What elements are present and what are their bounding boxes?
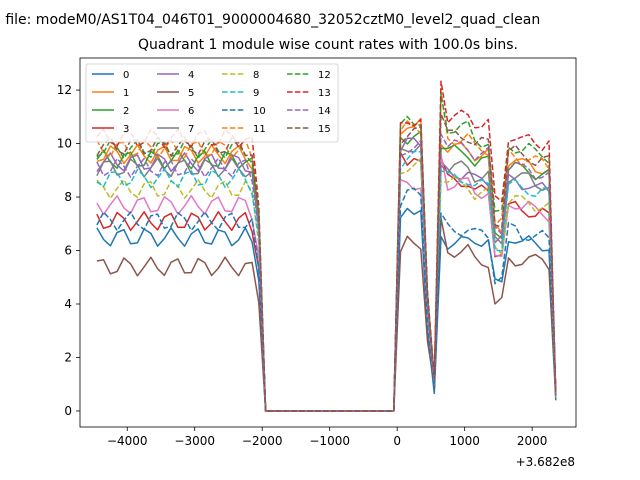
y-tick-label: 2 (64, 350, 72, 364)
legend-label-9: 9 (253, 88, 259, 99)
legend-label-7: 7 (188, 124, 194, 135)
y-tick-label: 10 (57, 137, 72, 151)
legend-label-3: 3 (123, 124, 129, 135)
y-tick-label: 0 (64, 404, 72, 418)
chart-suptitle: n file: modeM0/AS1T04_046T01_9000004680_… (0, 12, 540, 28)
legend-label-2: 2 (123, 106, 129, 117)
x-tick-label: −2000 (242, 434, 283, 448)
legend-label-8: 8 (253, 70, 259, 81)
legend-label-1: 1 (123, 88, 129, 99)
y-axis: 0 2 4 6 8 10 12 (57, 83, 80, 418)
series-layer (96, 80, 557, 412)
x-tick-label: 1000 (449, 434, 480, 448)
series-line-15 (96, 113, 557, 412)
legend-label-6: 6 (188, 106, 194, 117)
legend-label-11: 11 (253, 124, 266, 135)
x-offset-label: +3.682e8 (516, 455, 575, 469)
y-tick-label: 8 (64, 190, 72, 204)
x-tick-label: 2000 (517, 434, 548, 448)
legend-label-10: 10 (253, 106, 266, 117)
legend-label-5: 5 (188, 88, 194, 99)
legend-label-4: 4 (188, 70, 194, 81)
x-tick-label: −1000 (309, 434, 350, 448)
x-axis: −4000 −3000 −2000 −1000 0 1000 2000 (107, 427, 547, 448)
series-line-10 (96, 187, 557, 412)
legend-box (85, 63, 339, 143)
y-tick-label: 4 (64, 297, 72, 311)
y-tick-label: 6 (64, 244, 72, 258)
x-tick-label: −3000 (174, 434, 215, 448)
legend-label-12: 12 (318, 70, 331, 81)
legend-label-15: 15 (318, 124, 331, 135)
legend-label-13: 13 (318, 88, 331, 99)
legend-label-0: 0 (123, 70, 129, 81)
x-tick-label: −4000 (107, 434, 148, 448)
x-tick-label: 0 (393, 434, 401, 448)
legend-label-14: 14 (318, 106, 331, 117)
series-line-12 (96, 93, 557, 412)
y-tick-label: 12 (57, 83, 72, 97)
plot-frame (79, 57, 577, 428)
chart-title: Quadrant 1 module wise count rates with … (138, 37, 518, 53)
